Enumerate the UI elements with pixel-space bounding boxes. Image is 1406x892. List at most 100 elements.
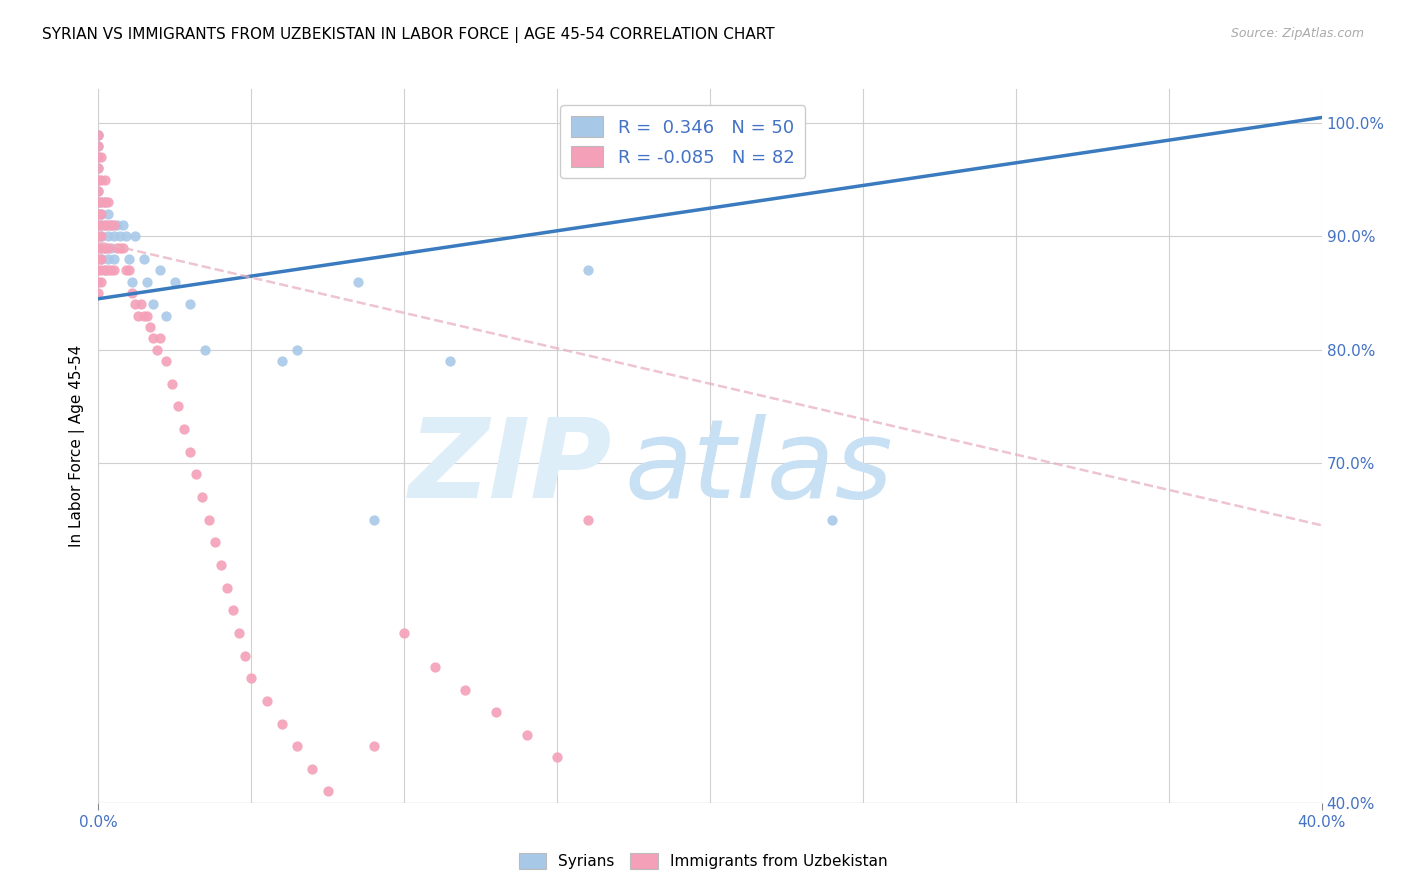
Point [121, 275, 143, 289]
Point [87, 263, 110, 277]
Point [136, 275, 159, 289]
Point [118, 263, 141, 277]
Point [97, 229, 120, 244]
Point [270, 354, 292, 368]
Point [134, 252, 156, 266]
Point [87, 229, 110, 244]
Point [392, 626, 416, 640]
Point [93, 241, 115, 255]
Point [516, 728, 538, 742]
Point [115, 229, 138, 244]
Legend: R =  0.346   N = 50, R = -0.085   N = 82: R = 0.346 N = 50, R = -0.085 N = 82 [560, 105, 806, 178]
Point [90, 275, 112, 289]
Point [90, 207, 112, 221]
Point [194, 343, 217, 357]
Point [93, 241, 115, 255]
Point [103, 229, 125, 244]
Point [93, 263, 115, 277]
Point [87, 252, 110, 266]
Point [316, 784, 339, 798]
Point [179, 444, 201, 458]
Point [111, 218, 134, 232]
Point [167, 400, 190, 414]
Point [108, 229, 131, 244]
Point [173, 422, 195, 436]
Point [142, 297, 165, 311]
Point [100, 218, 122, 232]
Point [90, 150, 112, 164]
Point [90, 218, 112, 232]
Point [186, 467, 208, 482]
Point [97, 218, 120, 232]
Point [87, 128, 110, 142]
Point [127, 309, 149, 323]
Point [97, 195, 120, 210]
Point [93, 195, 115, 210]
Point [155, 354, 177, 368]
Point [256, 694, 278, 708]
Point [240, 671, 263, 685]
Point [363, 739, 385, 754]
Point [285, 343, 308, 357]
Point [87, 150, 110, 164]
Point [87, 218, 110, 232]
Point [90, 263, 112, 277]
Point [139, 320, 162, 334]
Text: SYRIAN VS IMMIGRANTS FROM UZBEKISTAN IN LABOR FORCE | AGE 45-54 CORRELATION CHAR: SYRIAN VS IMMIGRANTS FROM UZBEKISTAN IN … [42, 27, 775, 43]
Point [103, 263, 125, 277]
Point [485, 705, 508, 719]
Point [87, 241, 110, 255]
Point [160, 376, 183, 391]
Point [90, 195, 112, 210]
Point [87, 173, 110, 187]
Point [209, 558, 232, 572]
Point [124, 297, 146, 311]
Point [87, 195, 110, 210]
Point [222, 603, 245, 617]
Point [454, 682, 477, 697]
Point [821, 513, 844, 527]
Point [87, 195, 110, 210]
Point [87, 218, 110, 232]
Point [97, 207, 120, 221]
Point [100, 218, 122, 232]
Point [149, 331, 172, 345]
Point [347, 275, 370, 289]
Point [105, 218, 128, 232]
Point [233, 648, 256, 663]
Point [546, 750, 568, 764]
Point [90, 229, 112, 244]
Point [97, 241, 120, 255]
Point [87, 207, 110, 221]
Point [87, 128, 110, 142]
Point [332, 807, 354, 822]
Point [197, 513, 219, 527]
Point [93, 263, 115, 277]
Point [576, 513, 599, 527]
Point [149, 263, 172, 277]
Point [111, 241, 134, 255]
Point [87, 184, 110, 198]
Point [87, 173, 110, 187]
Point [97, 263, 120, 277]
Point [363, 513, 385, 527]
Point [87, 286, 110, 301]
Point [118, 252, 141, 266]
Point [204, 535, 226, 549]
Point [142, 331, 165, 345]
Text: atlas: atlas [624, 414, 893, 521]
Point [121, 286, 143, 301]
Point [103, 252, 125, 266]
Point [87, 207, 110, 221]
Point [87, 138, 110, 153]
Point [90, 229, 112, 244]
Point [87, 138, 110, 153]
Point [129, 297, 152, 311]
Point [87, 150, 110, 164]
Point [270, 716, 292, 731]
Text: ZIP: ZIP [409, 414, 612, 521]
Point [93, 218, 115, 232]
Point [179, 297, 201, 311]
Point [155, 309, 177, 323]
Point [105, 241, 128, 255]
